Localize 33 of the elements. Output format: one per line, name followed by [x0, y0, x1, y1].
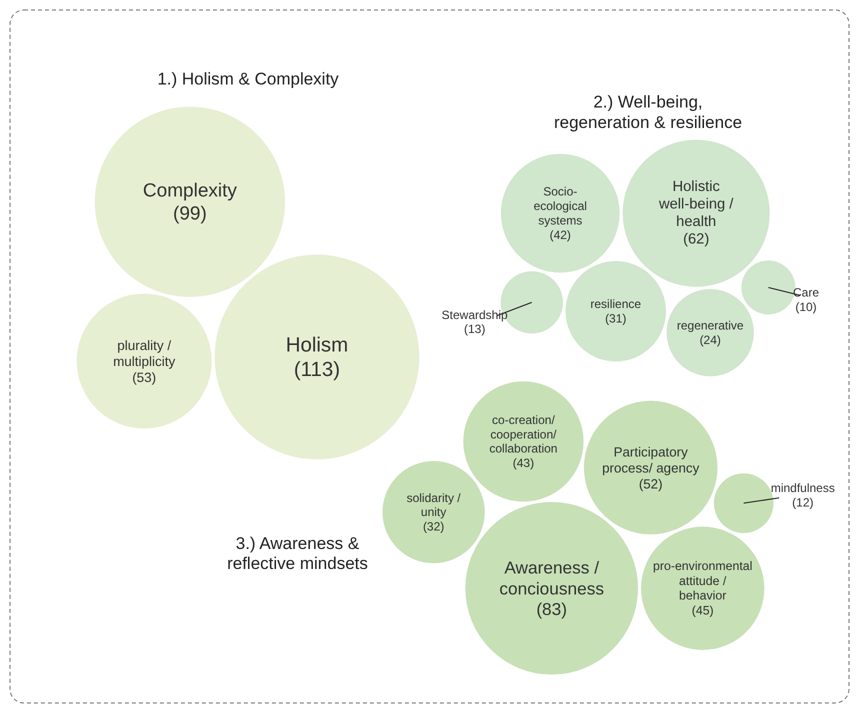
- category-label: mindfulness: [770, 481, 835, 496]
- series-label: 1.) Holism & Complexity: [157, 69, 340, 88]
- category-label: Holistic well-being / health: [658, 178, 734, 230]
- category-label: solidarity / unity: [406, 490, 462, 520]
- data-label: (10): [795, 300, 817, 314]
- data-label: (99): [173, 202, 207, 224]
- category-label: Complexity: [142, 180, 238, 201]
- data-label: (53): [132, 370, 156, 385]
- category-label: Holism: [286, 333, 348, 356]
- series-label: 2.) Well-being, regeneration & resilience: [554, 92, 742, 132]
- data-label: (32): [422, 520, 444, 534]
- category-label: Care: [792, 285, 820, 300]
- data-label: (31): [605, 311, 626, 326]
- category-label: co-creation/ cooperation/ collaboration: [489, 412, 558, 456]
- data-label: (113): [294, 358, 340, 381]
- category-label: resilience: [590, 297, 642, 312]
- category-label: plurality / multiplicity: [113, 337, 176, 369]
- category-label: pro-environmental attitude / behavior: [653, 559, 752, 603]
- data-label: (24): [700, 332, 721, 347]
- data-label: (12): [792, 495, 814, 510]
- series-label: 3.) Awareness & reflective mindsets: [227, 533, 368, 573]
- category-label: regenerative: [676, 318, 744, 332]
- data-label: (42): [550, 228, 571, 242]
- data-label: (83): [536, 599, 568, 620]
- category-label: Stewardship: [442, 308, 508, 322]
- category-label: Participatory process/ agency: [602, 444, 700, 476]
- data-label: (13): [464, 322, 486, 336]
- data-label: (52): [638, 476, 663, 492]
- data-label: (45): [692, 604, 714, 618]
- category-label: Awareness / conciousness: [499, 558, 604, 598]
- data-label: (62): [683, 232, 710, 248]
- category-label: Socio- ecological systems: [534, 184, 587, 228]
- data-label: (43): [512, 456, 534, 470]
